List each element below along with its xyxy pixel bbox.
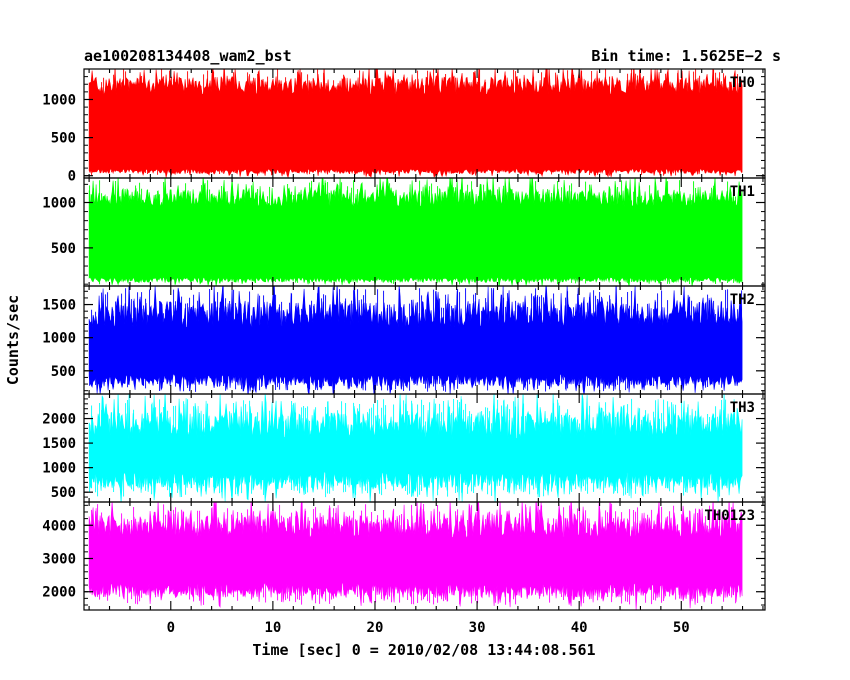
chart-title-left: ae100208134408_wam2_bst xyxy=(84,47,292,65)
panel-th0: 0 500 1000 TH0 xyxy=(42,68,766,185)
y-tick-label: 1500 xyxy=(42,298,76,314)
y-tick-label: 500 xyxy=(51,364,76,380)
y-tick-label: 1000 xyxy=(42,331,76,347)
y-tick-label: 500 xyxy=(51,131,76,147)
series-spikes-th0123 xyxy=(89,503,743,605)
x-tick-label: 50 xyxy=(673,620,690,636)
y-tick-label: 3000 xyxy=(42,551,76,567)
series-spikes-th1 xyxy=(89,180,743,285)
series-spikes-th0 xyxy=(89,69,743,176)
panel-th1: 500 1000 TH1 xyxy=(42,177,766,287)
y-tick-label: 1000 xyxy=(42,196,76,212)
panel-th2: 500 1000 1500 TH2 xyxy=(42,285,766,395)
panel-label-th0: TH0 xyxy=(730,75,755,91)
y-tick-label: 4000 xyxy=(42,518,76,534)
panel-frame xyxy=(83,501,766,611)
y-tick-label: 500 xyxy=(51,241,76,257)
y-axis-title: Counts/sec xyxy=(4,295,22,385)
x-tick-label: 20 xyxy=(367,620,384,636)
panel-label-th1: TH1 xyxy=(730,184,755,200)
panel-label-th0123: TH0123 xyxy=(704,508,755,524)
x-tick-label: 30 xyxy=(469,620,486,636)
panel-label-th3: TH3 xyxy=(730,400,755,416)
x-tick-label: 40 xyxy=(571,620,588,636)
panel-th3: 500 1000 1500 2000 TH3 xyxy=(42,393,766,503)
y-tick-label: 0 xyxy=(68,169,76,185)
y-tick-label: 2000 xyxy=(42,585,76,601)
series-spikes-th2 xyxy=(89,288,743,392)
chart-title-right: Bin time: 1.5625E−2 s xyxy=(591,47,781,65)
y-tick-label: 500 xyxy=(51,485,76,501)
panel-label-th2: TH2 xyxy=(730,292,755,308)
x-tick-label: 10 xyxy=(264,620,281,636)
x-tick-label: 0 xyxy=(167,620,175,636)
series-spikes-th3 xyxy=(89,398,743,498)
y-tick-label: 1500 xyxy=(42,436,76,452)
panel-th0123: 2000 3000 4000 TH0123 xyxy=(42,501,766,611)
y-tick-label: 2000 xyxy=(42,412,76,428)
y-tick-label: 1000 xyxy=(42,461,76,477)
x-axis-title: Time [sec] 0 = 2010/02/08 13:44:08.561 xyxy=(252,641,595,659)
y-tick-label: 1000 xyxy=(42,92,76,108)
